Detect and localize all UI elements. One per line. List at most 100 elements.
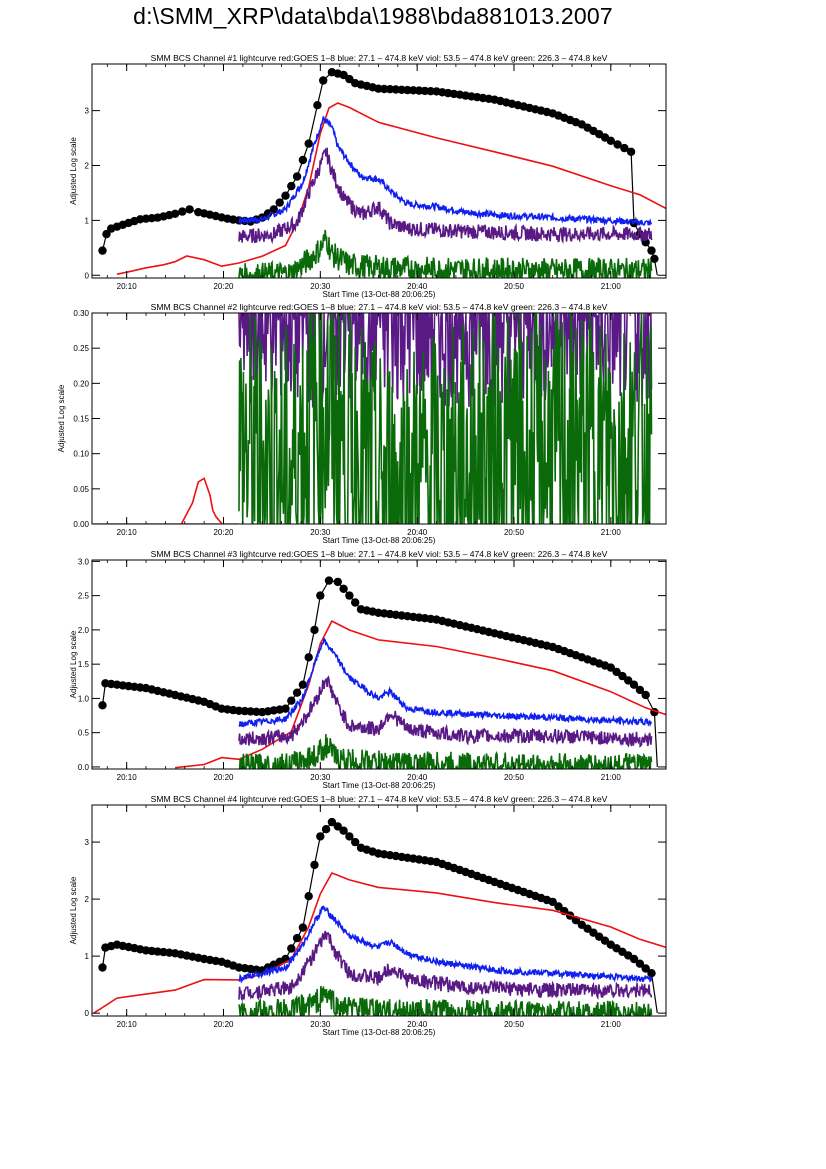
y-tick-label: 2.5 xyxy=(78,592,90,601)
series-black-marker xyxy=(310,860,319,870)
series-black-marker xyxy=(319,76,328,85)
series-black-marker xyxy=(351,837,360,847)
series-black-marker xyxy=(170,209,180,218)
x-tick-label: 20:50 xyxy=(504,528,525,537)
y-tick-label: 1 xyxy=(85,952,90,961)
plot-frame xyxy=(91,63,667,279)
series-black-marker xyxy=(548,897,557,907)
x-tick-label: 20:10 xyxy=(117,528,138,537)
series-black-marker xyxy=(624,676,633,685)
chart-panel-2: SMM BCS Channel #2 lightcurve red:GOES 1… xyxy=(57,302,667,545)
x-tick-label: 21:00 xyxy=(601,282,622,291)
chart-panel-1: SMM BCS Channel #1 lightcurve red:GOES 1… xyxy=(69,53,667,299)
series-black-marker xyxy=(298,923,308,932)
series-violet-line xyxy=(238,930,653,1002)
series-black-marker xyxy=(321,825,331,834)
chart-title: SMM BCS Channel #3 lightcurve red:GOES 1… xyxy=(151,549,608,559)
series-black-marker xyxy=(635,685,645,695)
chart-title: SMM BCS Channel #4 lightcurve red:GOES 1… xyxy=(151,794,608,804)
series-black-marker xyxy=(629,680,639,689)
x-tick-label: 20:20 xyxy=(213,282,234,291)
y-axis-label: Adjusted Log scale xyxy=(57,384,66,452)
series-black-marker xyxy=(287,944,296,953)
x-tick-label: 20:50 xyxy=(504,773,525,782)
series-violet-line xyxy=(238,147,653,245)
series-black-marker xyxy=(333,822,342,831)
series-black-marker xyxy=(304,139,313,148)
x-axis-label: Start Time (13-Oct-88 20:06:25) xyxy=(323,536,436,545)
series-black-marker xyxy=(606,136,615,145)
x-tick-label: 20:50 xyxy=(504,282,525,291)
y-axis-label: Adjusted Log scale xyxy=(69,137,78,205)
series-black-marker xyxy=(298,680,308,689)
series-black-marker xyxy=(327,817,337,827)
x-tick-label: 20:40 xyxy=(407,1020,428,1029)
series-violet-line xyxy=(238,313,653,408)
x-tick-label: 20:10 xyxy=(117,1020,138,1029)
x-tick-label: 20:40 xyxy=(407,282,428,291)
series-black-marker xyxy=(185,205,194,214)
x-tick-label: 20:20 xyxy=(213,773,234,782)
y-tick-label: 0 xyxy=(85,271,90,280)
series-black-marker xyxy=(281,704,290,713)
series-blue-line xyxy=(238,905,653,984)
plot-frame xyxy=(91,804,667,1017)
y-tick-label: 0.10 xyxy=(73,450,89,459)
series-black-marker xyxy=(641,964,650,973)
series-black-marker xyxy=(345,74,354,84)
series-black-marker xyxy=(333,577,342,587)
series-black-marker xyxy=(310,625,319,635)
x-tick-label: 20:50 xyxy=(504,1020,525,1029)
y-tick-label: 1.0 xyxy=(78,694,90,703)
series-black-marker xyxy=(641,690,650,700)
series-black-marker xyxy=(292,172,302,181)
series-black-marker xyxy=(647,246,656,255)
y-tick-label: 0.05 xyxy=(73,485,89,494)
series-black-marker xyxy=(345,832,354,841)
y-tick-label: 0.5 xyxy=(78,729,90,738)
y-tick-label: 0.00 xyxy=(73,520,89,529)
series-black-marker xyxy=(304,892,313,901)
series-black-marker xyxy=(629,954,639,964)
page-title: d:\SMM_XRP\data\bda\1988\bda881013.2007 xyxy=(133,3,613,29)
series-red-line xyxy=(180,477,223,524)
x-tick-label: 20:30 xyxy=(310,1020,331,1029)
x-axis-label: Start Time (13-Oct-88 20:06:25) xyxy=(323,781,436,790)
x-tick-label: 20:30 xyxy=(310,773,331,782)
series-green-line xyxy=(238,985,653,1016)
series-black-marker xyxy=(612,667,621,677)
series-black-marker xyxy=(324,576,334,585)
y-tick-label: 3.0 xyxy=(78,557,90,566)
series-black-marker xyxy=(275,198,284,207)
x-tick-label: 20:20 xyxy=(213,1020,234,1029)
y-axis-label: Adjusted Log scale xyxy=(69,630,78,698)
y-axis-label: Adjusted Log scale xyxy=(69,876,78,944)
x-axis-label: Start Time (13-Oct-88 20:06:25) xyxy=(323,290,436,299)
chart-title: SMM BCS Channel #2 lightcurve red:GOES 1… xyxy=(151,302,608,312)
x-tick-label: 21:00 xyxy=(601,1020,622,1029)
x-tick-label: 20:40 xyxy=(407,773,428,782)
y-tick-label: 0 xyxy=(85,1009,90,1018)
series-black-marker xyxy=(339,584,348,593)
series-red-line xyxy=(116,102,666,275)
series-black-marker xyxy=(281,191,290,200)
chart-panel-3: SMM BCS Channel #3 lightcurve red:GOES 1… xyxy=(69,549,667,790)
x-tick-label: 20:30 xyxy=(310,528,331,537)
series-red-line xyxy=(175,620,666,769)
series-black-marker xyxy=(339,826,348,835)
series-black-marker xyxy=(635,959,645,968)
series-violet-line xyxy=(238,675,653,749)
x-tick-label: 20:10 xyxy=(117,773,138,782)
y-tick-label: 1 xyxy=(85,216,90,225)
series-blue-line xyxy=(238,116,653,227)
series-green-line xyxy=(238,313,653,524)
series-black-marker xyxy=(98,701,107,710)
series-black-marker xyxy=(98,963,107,972)
series-black-marker xyxy=(391,85,400,94)
y-tick-label: 0.15 xyxy=(73,415,89,424)
series-black-marker xyxy=(102,229,111,239)
chart-panel-4: SMM BCS Channel #4 lightcurve red:GOES 1… xyxy=(69,794,667,1037)
series-black-marker xyxy=(316,591,325,600)
series-black-marker xyxy=(554,902,563,911)
